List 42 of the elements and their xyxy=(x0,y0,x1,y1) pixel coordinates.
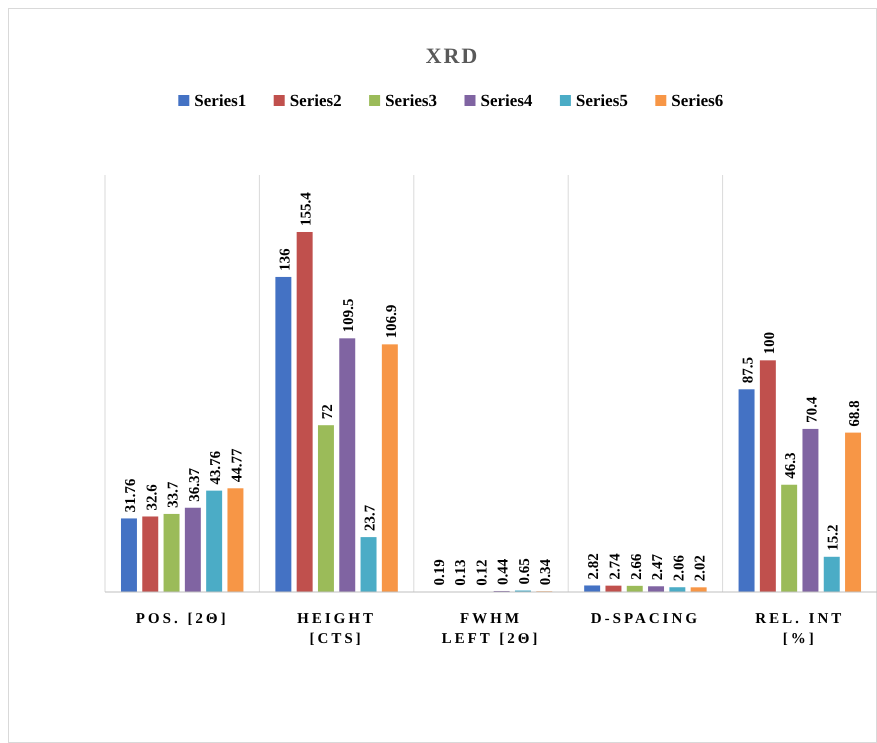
data-label: 15.2 xyxy=(826,524,842,551)
data-label: 32.6 xyxy=(144,484,160,510)
data-label: 2.06 xyxy=(671,554,688,582)
data-label: 0.65 xyxy=(516,558,533,584)
legend-label: Series6 xyxy=(671,91,724,110)
data-label: 0.19 xyxy=(432,559,448,586)
data-label: 100 xyxy=(762,332,778,354)
data-label: 2.74 xyxy=(607,552,624,580)
data-label: 2.66 xyxy=(628,553,645,580)
data-label: 2.02 xyxy=(692,555,709,582)
data-label: 33.7 xyxy=(166,481,182,508)
x-tick-label: D-SPACING xyxy=(590,611,700,627)
data-label: 44.77 xyxy=(229,448,246,482)
data-label: 0.44 xyxy=(496,558,512,585)
data-label: 2.47 xyxy=(650,554,666,580)
data-label: 46.3 xyxy=(783,452,800,479)
data-label: 23.7 xyxy=(362,504,379,532)
data-label: 43.76 xyxy=(208,450,224,485)
legend-label: Series4 xyxy=(480,91,533,110)
chart-title: XRD xyxy=(426,43,480,68)
data-label: 70.4 xyxy=(804,396,820,423)
data-label: 36.37 xyxy=(186,467,203,502)
data-label: 136 xyxy=(277,248,294,271)
data-label: 0.13 xyxy=(453,559,470,586)
x-tick-label: POS. [2Θ] xyxy=(136,611,229,627)
legend-label: Series3 xyxy=(385,91,438,110)
data-label: 87.5 xyxy=(740,357,757,384)
legend-label: Series2 xyxy=(290,91,342,110)
data-label: 155.4 xyxy=(298,192,315,226)
data-label: 72 xyxy=(320,404,336,420)
data-label: 109.5 xyxy=(341,298,358,332)
x-tick-label: REL. INT [%] xyxy=(755,611,844,647)
data-label: 2.82 xyxy=(586,553,602,580)
legend-label: Series5 xyxy=(576,91,628,110)
data-label: 68.8 xyxy=(847,400,864,427)
data-label: 31.76 xyxy=(122,478,139,512)
x-tick-label: HEIGHT [CTS] xyxy=(297,611,376,647)
data-label: 0.12 xyxy=(474,559,490,586)
data-label: 106.9 xyxy=(384,304,400,338)
data-label: 0.34 xyxy=(538,558,554,586)
legend-label: Series1 xyxy=(194,91,246,110)
x-tick-label: FWHM LEFT [2Θ] xyxy=(442,611,540,647)
